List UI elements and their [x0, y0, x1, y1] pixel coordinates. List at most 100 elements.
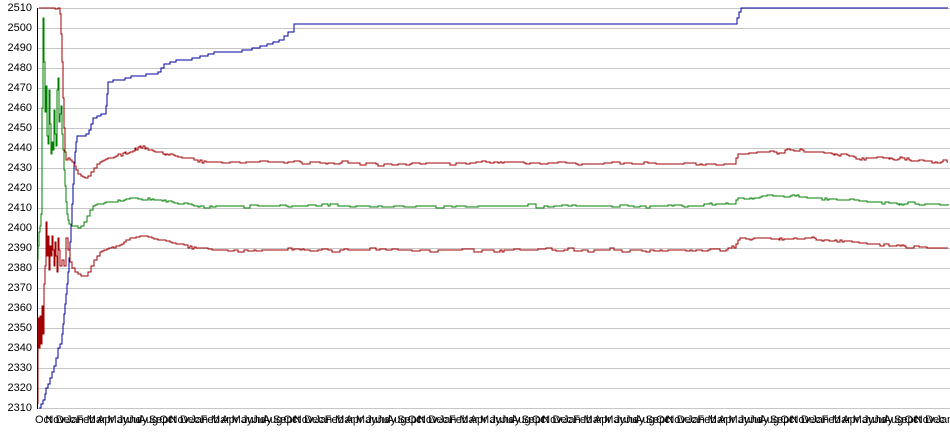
x-tick-label-52-feb: Feb — [573, 414, 593, 426]
x-tick-label-14-dec: Dec — [179, 414, 200, 426]
x-tick-label-50-dec: Dec — [552, 414, 573, 426]
x-tick-label-2-dec: Dec — [55, 414, 76, 426]
y-tick-label-2350: 2350 — [7, 322, 32, 334]
x-tick-label-18-apr: Apr — [221, 414, 239, 426]
x-tick-label-38-dec: Dec — [428, 414, 448, 426]
x-tick-label-86-dec: Dec — [925, 414, 945, 426]
x-tick-label-77-mar: Mar — [831, 414, 851, 426]
x-tick-label-13-nov: Nov — [169, 414, 190, 426]
x-tick-label-8-june: June — [117, 414, 142, 426]
y-tick-label-2480: 2480 — [7, 62, 32, 74]
x-tick-label-72-oct: Oct — [780, 414, 798, 426]
x-tick-label-36-oct: Oct — [407, 414, 425, 426]
y-tick-label-2320: 2320 — [7, 382, 32, 394]
y-tick-label-2330: 2330 — [7, 362, 32, 374]
x-tick-label-68-june: June — [738, 414, 763, 426]
x-tick-label-65-mar: Mar — [707, 414, 727, 426]
x-tick-label-79-may: May — [852, 414, 874, 426]
x-tick-label-60-oct: Oct — [656, 414, 674, 426]
x-tick-label-73-nov: Nov — [790, 414, 811, 426]
x-tick-label-78-apr: Apr — [842, 414, 860, 426]
x-tick-label-21-july: July — [252, 414, 272, 426]
x-tick-label-1-nov: Nov — [45, 414, 65, 426]
y-tick-label-2510: 2510 — [7, 2, 32, 14]
x-tick-label-24-oct: Oct — [283, 414, 301, 426]
y-tick-label-2370: 2370 — [7, 282, 32, 294]
x-tick-label-55-may: May — [604, 414, 626, 426]
y-tick-label-2380: 2380 — [7, 262, 32, 274]
y-tick-label-2400: 2400 — [7, 222, 32, 234]
x-tick-label-4-feb: Feb — [76, 414, 96, 426]
x-tick-label-33-july: July — [376, 414, 397, 426]
x-tick-label-59-sept: Sept — [645, 414, 669, 426]
x-tick-label-53-mar: Mar — [583, 414, 603, 426]
x-tick-label-57-july: July — [624, 414, 645, 426]
series-red-lower-line — [37, 221, 948, 404]
y-tick-label-2430: 2430 — [7, 162, 32, 174]
x-tick-label-48-oct: Oct — [531, 414, 549, 426]
y-tick-label-2440: 2440 — [7, 142, 32, 154]
y-tick-label-2420: 2420 — [7, 182, 32, 194]
x-tick-label-37-nov: Nov — [417, 414, 438, 426]
x-tick-label-35-sept: Sept — [397, 414, 420, 426]
x-tick-label-51-jan: Jan — [562, 414, 581, 426]
x-tick-label-22-aug: Aug — [262, 414, 283, 426]
x-tick-label-74-dec: Dec — [800, 414, 821, 426]
y-tick-label-2450: 2450 — [7, 122, 32, 134]
x-tick-label-81-july: July — [873, 414, 893, 426]
x-tick-label-82-aug: Aug — [883, 414, 904, 426]
x-tick-label-49-nov: Nov — [542, 414, 562, 426]
x-tick-label-67-may: May — [728, 414, 750, 426]
x-tick-label-5-mar: Mar — [86, 414, 106, 426]
x-tick-label-11-sept: Sept — [148, 414, 172, 426]
x-tick-label-32-june: June — [366, 414, 391, 426]
x-tick-label-43-may: May — [480, 414, 501, 426]
x-tick-label-83-sept: Sept — [894, 414, 917, 426]
x-tick-label-64-feb: Feb — [697, 414, 717, 426]
x-tick-label-26-dec: Dec — [304, 414, 324, 426]
x-tick-label-69-july: July — [749, 414, 769, 426]
x-tick-label-16-feb: Feb — [200, 414, 220, 426]
x-tick-label-20-june: June — [242, 414, 266, 426]
x-tick-label-71-sept: Sept — [769, 414, 793, 426]
x-tick-label-10-aug: Aug — [138, 414, 159, 426]
x-tick-label-75-jan: Jan — [811, 414, 829, 426]
x-tick-label-29-mar: Mar — [335, 414, 355, 426]
x-tick-label-44-june: June — [490, 414, 515, 426]
x-tick-label-12-oct: Oct — [159, 414, 177, 426]
y-tick-label-2470: 2470 — [7, 82, 32, 94]
x-tick-label-40-feb: Feb — [449, 414, 468, 426]
y-tick-label-2410: 2410 — [7, 202, 32, 214]
x-tick-label-54-apr: Apr — [593, 414, 612, 426]
series-green-line — [37, 17, 949, 261]
x-tick-label-31-may: May — [355, 414, 377, 426]
x-tick-label-56-june: June — [614, 414, 639, 426]
x-tick-label-45-july: July — [500, 414, 521, 426]
x-tick-label-23-sept: Sept — [273, 414, 296, 426]
x-tick-label-28-feb: Feb — [324, 414, 344, 426]
y-tick-label-2310: 2310 — [7, 402, 32, 414]
x-tick-label-25-nov: Nov — [293, 414, 314, 426]
x-tick-label-80-june: June — [863, 414, 887, 426]
x-tick-label-63-jan: Jan — [687, 414, 705, 426]
x-tick-label-3-jan: Jan — [66, 414, 84, 426]
x-tick-label-58-aug: Aug — [635, 414, 655, 426]
x-tick-label-61-nov: Nov — [666, 414, 686, 426]
x-tick-label-62-dec: Dec — [676, 414, 697, 426]
x-tick-label-27-jan: Jan — [314, 414, 333, 426]
series-red-upper-line — [39, 7, 948, 179]
x-tick-label-42-apr: Apr — [469, 414, 487, 426]
x-tick-label-66-apr: Apr — [718, 414, 736, 426]
x-tick-label-85-nov: Nov — [914, 414, 935, 426]
x-tick-label-9-july: July — [128, 414, 148, 426]
y-tick-label-2500: 2500 — [7, 22, 32, 34]
x-tick-label-17-mar: Mar — [210, 414, 230, 426]
x-tick-label-7-may: May — [107, 414, 129, 426]
x-tick-label-41-mar: Mar — [459, 414, 479, 426]
y-tick-label-2490: 2490 — [7, 42, 32, 54]
series-blue-line — [39, 7, 948, 409]
x-tick-label-34-aug: Aug — [386, 414, 407, 426]
x-tick-label-30-apr: Apr — [345, 414, 363, 426]
